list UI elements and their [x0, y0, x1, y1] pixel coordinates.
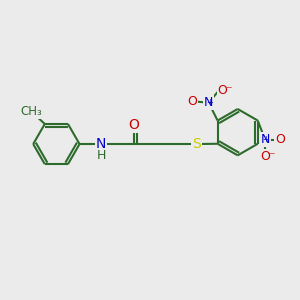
Text: CH₃: CH₃ — [20, 105, 42, 118]
Text: +: + — [262, 135, 269, 144]
Text: N: N — [260, 134, 270, 146]
Text: O: O — [128, 118, 139, 132]
Text: O: O — [275, 134, 285, 146]
Text: N: N — [96, 137, 106, 151]
Text: O: O — [218, 84, 228, 97]
Text: ⁻: ⁻ — [225, 84, 232, 97]
Text: O: O — [188, 95, 197, 108]
Text: H: H — [96, 149, 106, 162]
Text: O: O — [260, 150, 270, 163]
Text: S: S — [192, 137, 200, 151]
Text: N: N — [204, 96, 213, 109]
Text: +: + — [206, 98, 213, 106]
Text: ⁻: ⁻ — [268, 150, 275, 163]
